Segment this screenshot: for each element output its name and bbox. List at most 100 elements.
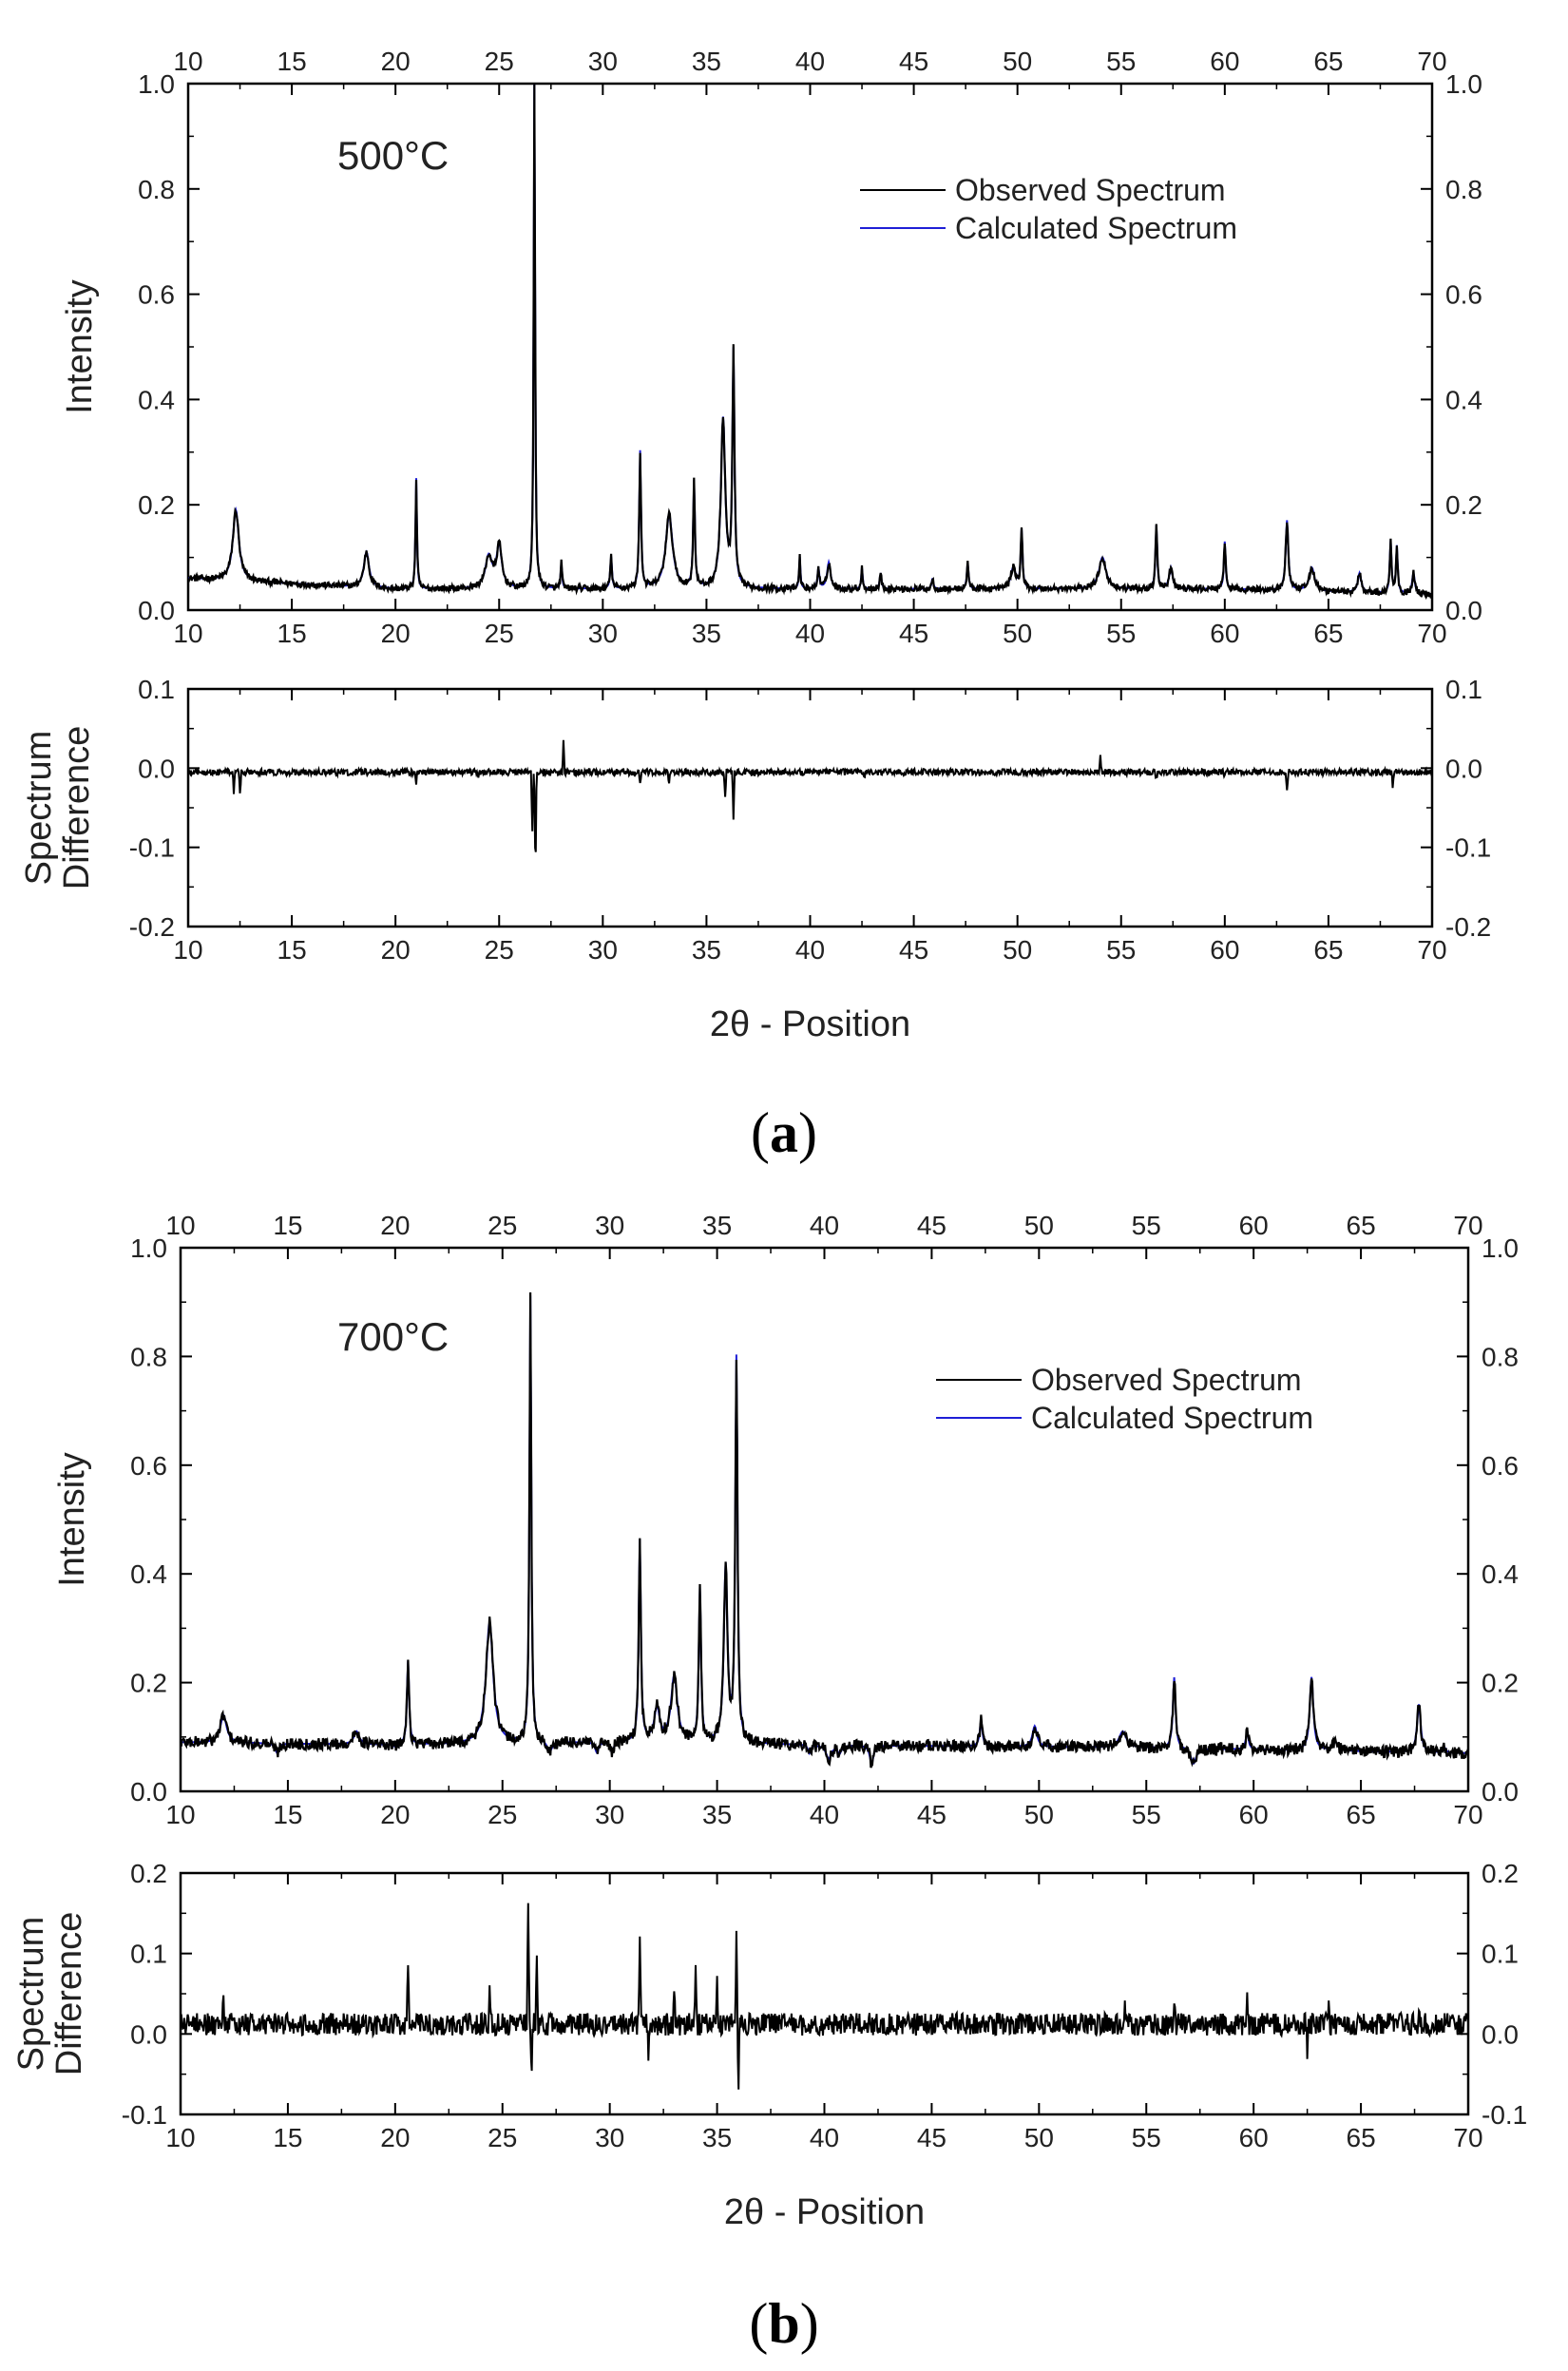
y-tick-label-right: 0.0 xyxy=(1445,754,1482,783)
x-tick-label: 70 xyxy=(1453,1800,1482,1829)
y-axis-title-line1: Spectrum xyxy=(11,1917,51,2072)
y-axis-title-line2: Difference xyxy=(49,1912,89,2076)
plot-frame xyxy=(179,1871,1470,2116)
x-tick-label: 55 xyxy=(1132,2123,1161,2152)
x-tick-label: 60 xyxy=(1210,619,1239,648)
x-top-tick-label: 50 xyxy=(1024,1211,1054,1240)
x-top-tick-label: 60 xyxy=(1210,47,1239,76)
y-tick-label: -0.2 xyxy=(129,912,175,942)
x-tick-label: 15 xyxy=(277,935,307,965)
x-tick-label: 70 xyxy=(1417,935,1446,965)
caption-b: (b) xyxy=(749,2292,818,2355)
panel-b-intensity-plot: 10 10 15 15 20 20 25 25 30 30 35 35 40 40 45 45 50 50 55 55… xyxy=(52,1211,1519,1829)
x-top-tick-label: 70 xyxy=(1417,47,1446,76)
x-tick-label: 20 xyxy=(380,1800,410,1829)
y-tick-label-right: 0.1 xyxy=(1482,1940,1519,1969)
y-tick-label-right: 0.6 xyxy=(1482,1451,1519,1481)
y-tick-label-right: -0.2 xyxy=(1445,912,1491,942)
y-tick-label: 1.0 xyxy=(138,69,175,99)
x-tick-label: 35 xyxy=(692,935,721,965)
x-tick-label: 15 xyxy=(273,1800,302,1829)
x-top-tick-label: 30 xyxy=(588,47,618,76)
x-tick-label: 30 xyxy=(595,2123,624,2152)
y-tick-label: -0.1 xyxy=(129,833,175,863)
y-tick-label-right: -0.1 xyxy=(1445,833,1491,863)
x-tick-label: 45 xyxy=(899,935,928,965)
temperature-label: 700°C xyxy=(337,1314,449,1359)
x-tick-label: 40 xyxy=(810,1800,839,1829)
y-tick-label-right: -0.1 xyxy=(1482,2100,1527,2130)
x-tick-label: 40 xyxy=(810,2123,839,2152)
x-top-tick-label: 65 xyxy=(1347,1211,1376,1240)
y-tick-label: 0.1 xyxy=(130,1940,167,1969)
difference-line xyxy=(180,1903,1469,2090)
x-top-tick-label: 60 xyxy=(1239,1211,1269,1240)
x-top-tick-label: 40 xyxy=(795,47,825,76)
y-tick-label-right: 1.0 xyxy=(1445,69,1482,99)
x-tick-label: 20 xyxy=(380,2123,410,2152)
x-tick-label: 10 xyxy=(173,935,202,965)
x-top-tick-label: 25 xyxy=(485,47,514,76)
y-tick-label: 0.2 xyxy=(130,1669,167,1698)
x-tick-label: 30 xyxy=(595,1800,624,1829)
x-tick-label: 40 xyxy=(795,619,825,648)
x-tick-label: 50 xyxy=(1024,2123,1054,2152)
x-tick-label: 25 xyxy=(485,935,514,965)
x-top-tick-label: 50 xyxy=(1003,47,1032,76)
x-top-tick-label: 10 xyxy=(173,47,202,76)
x-top-tick-label: 15 xyxy=(277,47,307,76)
x-top-tick-label: 20 xyxy=(380,1211,410,1240)
x-tick-label: 70 xyxy=(1453,2123,1482,2152)
y-axis-title: Intensity xyxy=(52,1452,92,1587)
y-tick-label: 0.1 xyxy=(138,675,175,704)
x-tick-label: 35 xyxy=(702,2123,732,2152)
x-tick-label: 45 xyxy=(899,619,928,648)
x-top-tick-label: 15 xyxy=(273,1211,302,1240)
x-tick-label: 50 xyxy=(1003,619,1032,648)
x-tick-label: 15 xyxy=(273,2123,302,2152)
y-tick-label: 0.2 xyxy=(138,490,175,520)
y-tick-label-right: 0.1 xyxy=(1445,675,1482,704)
x-top-tick-label: 25 xyxy=(488,1211,517,1240)
y-tick-label-right: 0.8 xyxy=(1445,175,1482,204)
x-tick-label: 65 xyxy=(1313,619,1343,648)
x-axis-title: 2θ - Position xyxy=(710,1004,910,1044)
y-axis-title-line1: Spectrum xyxy=(19,731,59,886)
x-top-tick-label: 40 xyxy=(810,1211,839,1240)
y-tick-label-right: 0.2 xyxy=(1482,1669,1519,1698)
y-tick-label-right: 0.4 xyxy=(1482,1559,1519,1589)
x-tick-label: 25 xyxy=(485,619,514,648)
x-tick-label: 60 xyxy=(1239,2123,1269,2152)
x-tick-label: 50 xyxy=(1024,1800,1054,1829)
x-tick-label: 30 xyxy=(588,619,618,648)
plot-frame xyxy=(186,687,1434,928)
difference-line xyxy=(187,739,1433,852)
y-tick-label: 0.0 xyxy=(130,2019,167,2049)
y-tick-label: 0.4 xyxy=(130,1559,167,1589)
y-tick-label-right: 0.2 xyxy=(1482,1859,1519,1888)
x-tick-label: 40 xyxy=(795,935,825,965)
x-tick-label: 25 xyxy=(488,1800,517,1829)
x-top-tick-label: 55 xyxy=(1106,47,1136,76)
x-tick-label: 15 xyxy=(277,619,307,648)
legend-calculated-label: Calculated Spectrum xyxy=(955,211,1237,245)
y-tick-label-right: 0.0 xyxy=(1482,2019,1519,2049)
x-top-tick-label: 45 xyxy=(899,47,928,76)
x-tick-label: 10 xyxy=(165,2123,195,2152)
panel-a-difference-plot: 10 15 20 25 30 35 40 45 50 55 60 65 70-0.2 -0.2-0.1 -0… xyxy=(19,675,1491,1044)
x-tick-label: 30 xyxy=(588,935,618,965)
x-top-tick-label: 30 xyxy=(595,1211,624,1240)
y-tick-label: 0.0 xyxy=(130,1777,167,1807)
x-tick-label: 20 xyxy=(381,619,411,648)
y-axis-title-line2: Difference xyxy=(57,726,97,890)
y-tick-label: 0.4 xyxy=(138,385,175,414)
y-tick-label: 0.2 xyxy=(130,1859,167,1888)
temperature-label: 500°C xyxy=(337,133,449,178)
x-top-tick-label: 35 xyxy=(702,1211,732,1240)
y-tick-label: 0.0 xyxy=(138,596,175,625)
x-tick-label: 65 xyxy=(1313,935,1343,965)
x-top-tick-label: 45 xyxy=(917,1211,947,1240)
caption-a: (a) xyxy=(751,1101,817,1164)
y-tick-label: 0.0 xyxy=(138,754,175,783)
x-tick-label: 45 xyxy=(917,1800,947,1829)
